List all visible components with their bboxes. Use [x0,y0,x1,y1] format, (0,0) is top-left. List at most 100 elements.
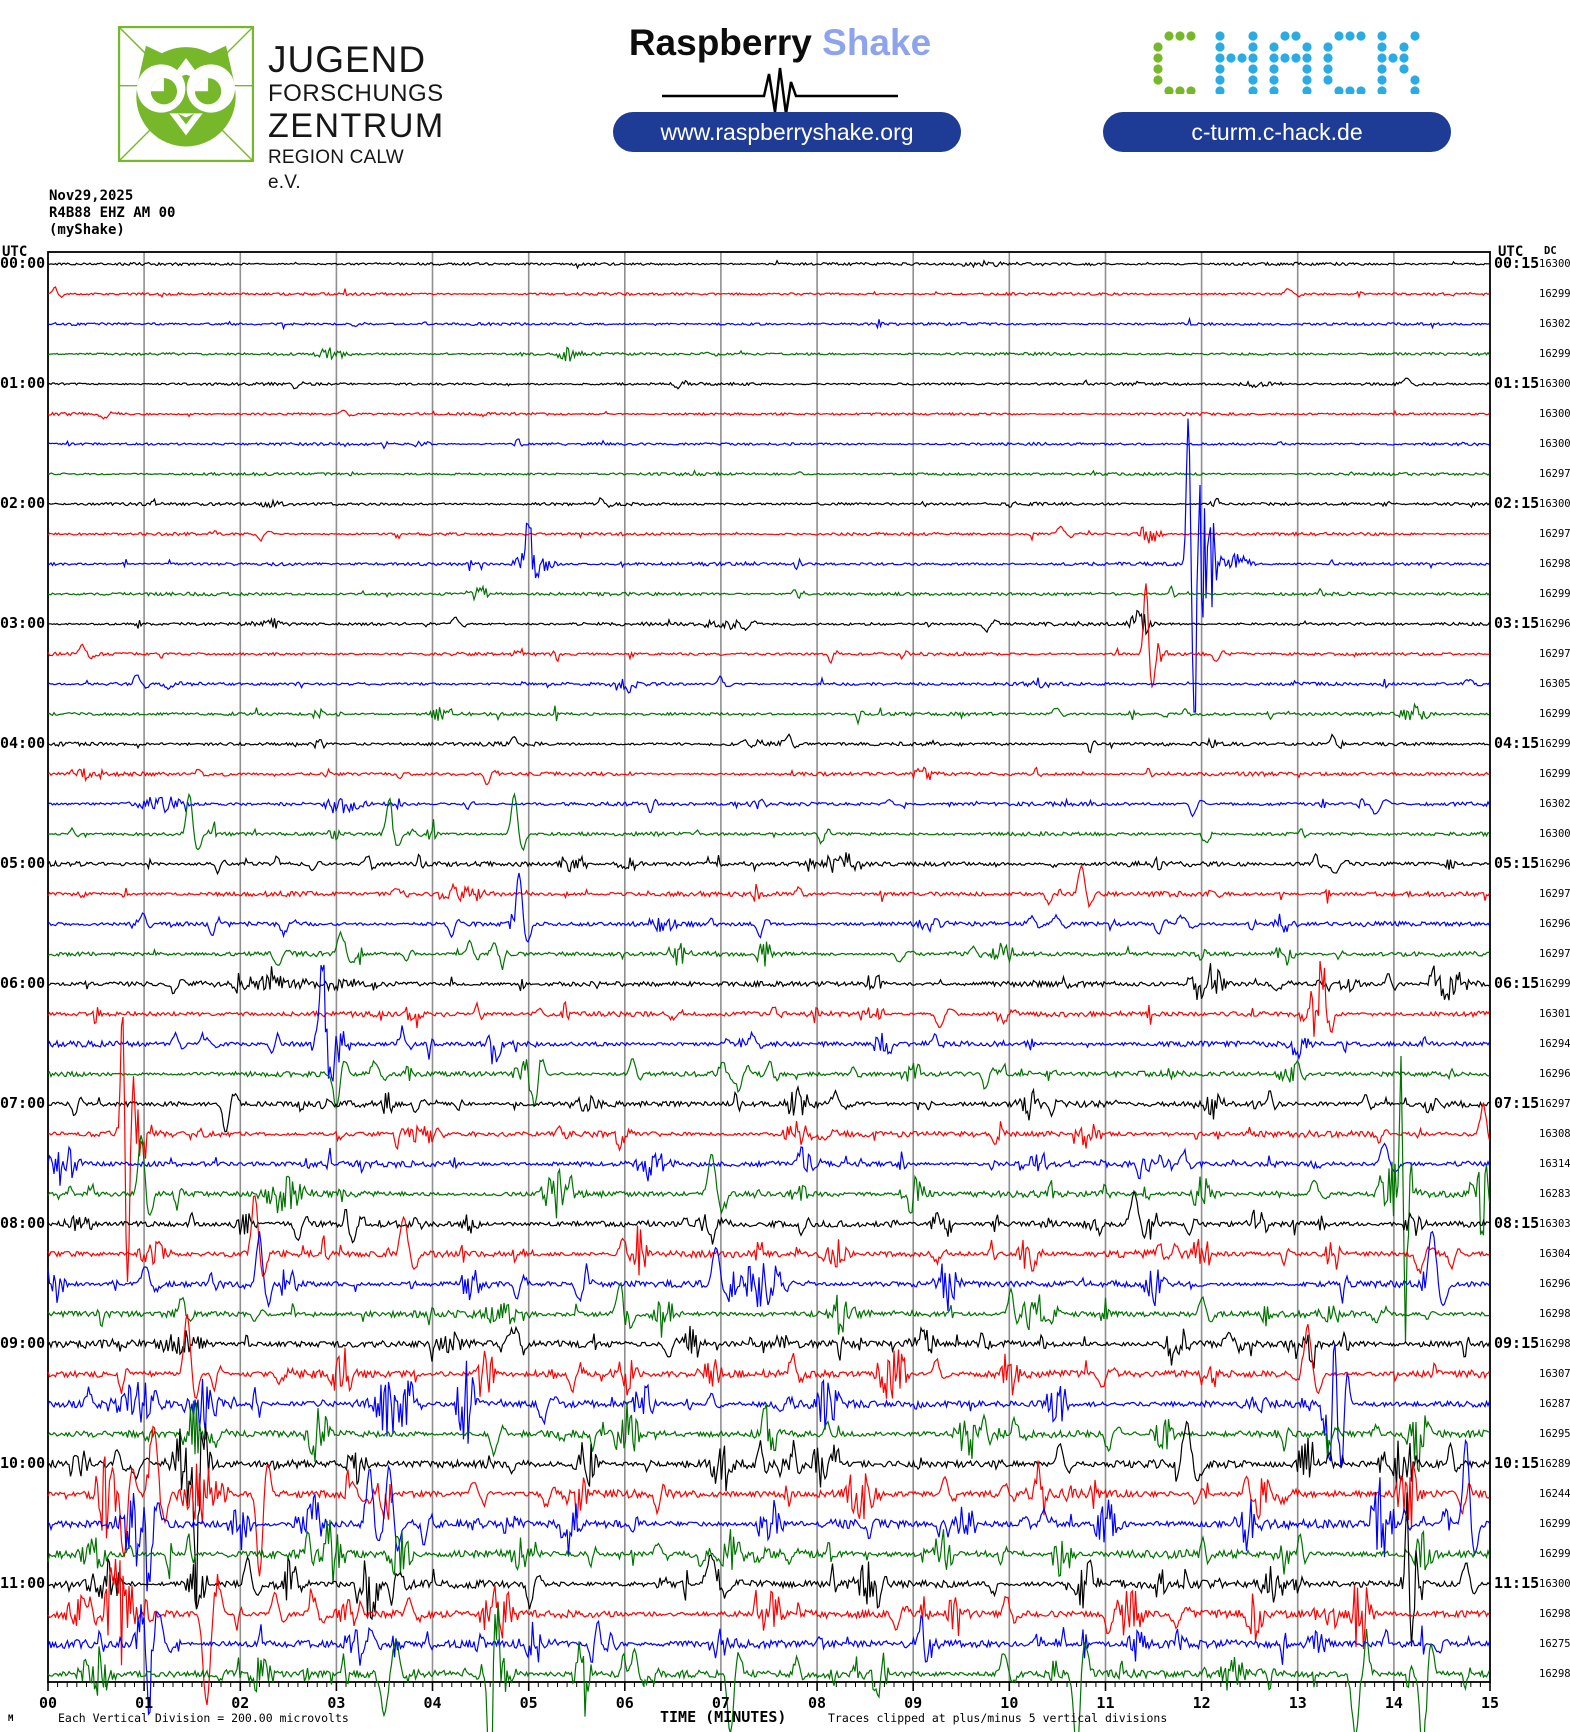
dc-value-label: 16300 [1539,828,1570,840]
trace-row-42 [47,1438,1490,1592]
dc-value-label: 16300 [1539,438,1570,450]
trace-row-14 [47,674,1490,694]
seismic-squiggle-icon [662,67,898,115]
jfz-line: REGION CALW e.V. [268,147,404,193]
dc-value-label: 16296 [1539,918,1570,930]
x-axis-tick-label: 08 [808,1694,827,1712]
trace-row-27 [47,1057,1490,1110]
x-axis-tick-label: 12 [1192,1694,1211,1712]
x-axis-tick-label: 14 [1384,1694,1403,1712]
dc-value-label: 16298 [1539,1608,1570,1620]
trace-row-15 [47,702,1490,726]
station-info: Nov29,2025 R4B88 EHZ AM 00 (myShake) [49,188,175,239]
trace-row-12 [47,609,1491,636]
dc-value-label: 16287 [1539,1398,1570,1410]
trace-row-4 [47,377,1490,390]
dc-value-label: 16304 [1539,1248,1570,1260]
x-axis-tick-label: 00 [38,1694,58,1712]
dc-value-label: 16244 [1539,1488,1570,1500]
dc-value-label: 16300 [1539,258,1570,270]
dc-value-label: 16299 [1539,738,1570,750]
trace-row-0 [47,259,1490,270]
trace-row-9 [47,525,1490,544]
trace-row-31 [47,1055,1491,1343]
dc-value-label: 16308 [1539,1128,1570,1140]
dc-value-label: 16296 [1539,1068,1570,1080]
trace-row-40 [47,1420,1491,1608]
trace-row-41 [47,1425,1490,1577]
utc-right-label: 09:15 [1494,1334,1540,1352]
trace-row-39 [47,1400,1490,1473]
dc-value-label: 16298 [1539,558,1570,570]
utc-right-label: 00:15 [1494,254,1540,272]
dc-value-label: 16297 [1539,528,1570,540]
utc-left-label: 07:00 [0,1094,46,1112]
dc-value-label: 16300 [1539,1578,1570,1590]
trace-row-11 [47,584,1490,602]
clip-note: Traces clipped at plus/minus 5 vertical … [828,1711,1168,1725]
trace-row-47 [47,1603,1491,1732]
x-axis-tick-label: 10 [1000,1694,1019,1712]
station-network: (myShake) [49,222,125,238]
trace-row-25 [47,960,1490,1037]
chack-url-button[interactable]: c-turm.c-hack.de [1103,112,1451,152]
trace-row-20 [47,852,1490,876]
trace-row-34 [47,1230,1490,1312]
trace-row-2 [47,316,1490,331]
trace-row-33 [47,1195,1490,1277]
trace-row-43 [47,1519,1491,1585]
trace-row-6 [47,438,1490,450]
dc-value-label: 16296 [1539,858,1570,870]
dc-value-label: 16298 [1539,1338,1570,1350]
utc-left-label: 04:00 [0,734,46,752]
dc-value-label: 16299 [1539,768,1570,780]
dc-value-label: 16301 [1539,1008,1570,1020]
scale-note: Each Vertical Division = 200.00 microvol… [58,1711,349,1725]
dc-value-label: 16299 [1539,288,1570,300]
dc-value-label: 16300 [1539,498,1570,510]
dc-value-label: 16302 [1539,798,1570,810]
dc-value-label: 16297 [1539,888,1570,900]
dc-value-label: 16299 [1539,588,1570,600]
trace-row-32 [47,1189,1490,1245]
raspberry-shake-url-button[interactable]: www.raspberryshake.org [613,112,961,152]
dc-value-label: 16299 [1539,978,1570,990]
utc-left-label: 10:00 [0,1454,46,1472]
raspberry-shake-title: Raspberry Shake [580,22,980,64]
x-axis-tick-label: 13 [1288,1694,1307,1712]
station-code: R4B88 EHZ AM 00 [49,205,176,221]
dc-value-label: 16299 [1539,1518,1570,1530]
dc-value-label: 16299 [1539,1548,1570,1560]
trace-row-16 [47,733,1490,754]
utc-right-label: 06:15 [1494,974,1540,992]
dc-value-label: 16298 [1539,1308,1570,1320]
trace-row-45 [47,1558,1490,1706]
jfz-owl-logo-icon [117,25,255,163]
dc-value-label: 16305 [1539,678,1570,690]
trace-row-17 [47,766,1490,785]
utc-right-label: 05:15 [1494,854,1540,872]
dc-value-label: 16314 [1539,1158,1570,1170]
dc-value-label: 16289 [1539,1458,1570,1470]
utc-left-label: 11:00 [0,1574,46,1592]
utc-left-label: 05:00 [0,854,46,872]
x-axis-tick-label: 03 [327,1694,346,1712]
dc-value-label: 16297 [1539,948,1570,960]
utc-right-label: 08:15 [1494,1214,1540,1232]
utc-right-label: 11:15 [1494,1574,1540,1592]
dc-value-label: 16299 [1539,348,1570,360]
trace-row-44 [47,1492,1490,1647]
utc-right-label: 07:15 [1494,1094,1540,1112]
trace-row-10 [47,418,1490,713]
x-axis-tick-label: 06 [615,1694,634,1712]
utc-right-label: 02:15 [1494,494,1540,512]
dc-value-label: 16297 [1539,468,1570,480]
scale-note-prefix: M [8,1714,14,1724]
station-date: Nov29,2025 [49,188,134,204]
x-axis-tick-label: 04 [423,1694,442,1712]
dc-value-label: 16300 [1539,408,1570,420]
utc-right-label: 03:15 [1494,614,1540,632]
dc-value-label: 16296 [1539,1278,1570,1290]
utc-left-label: 01:00 [0,374,46,392]
